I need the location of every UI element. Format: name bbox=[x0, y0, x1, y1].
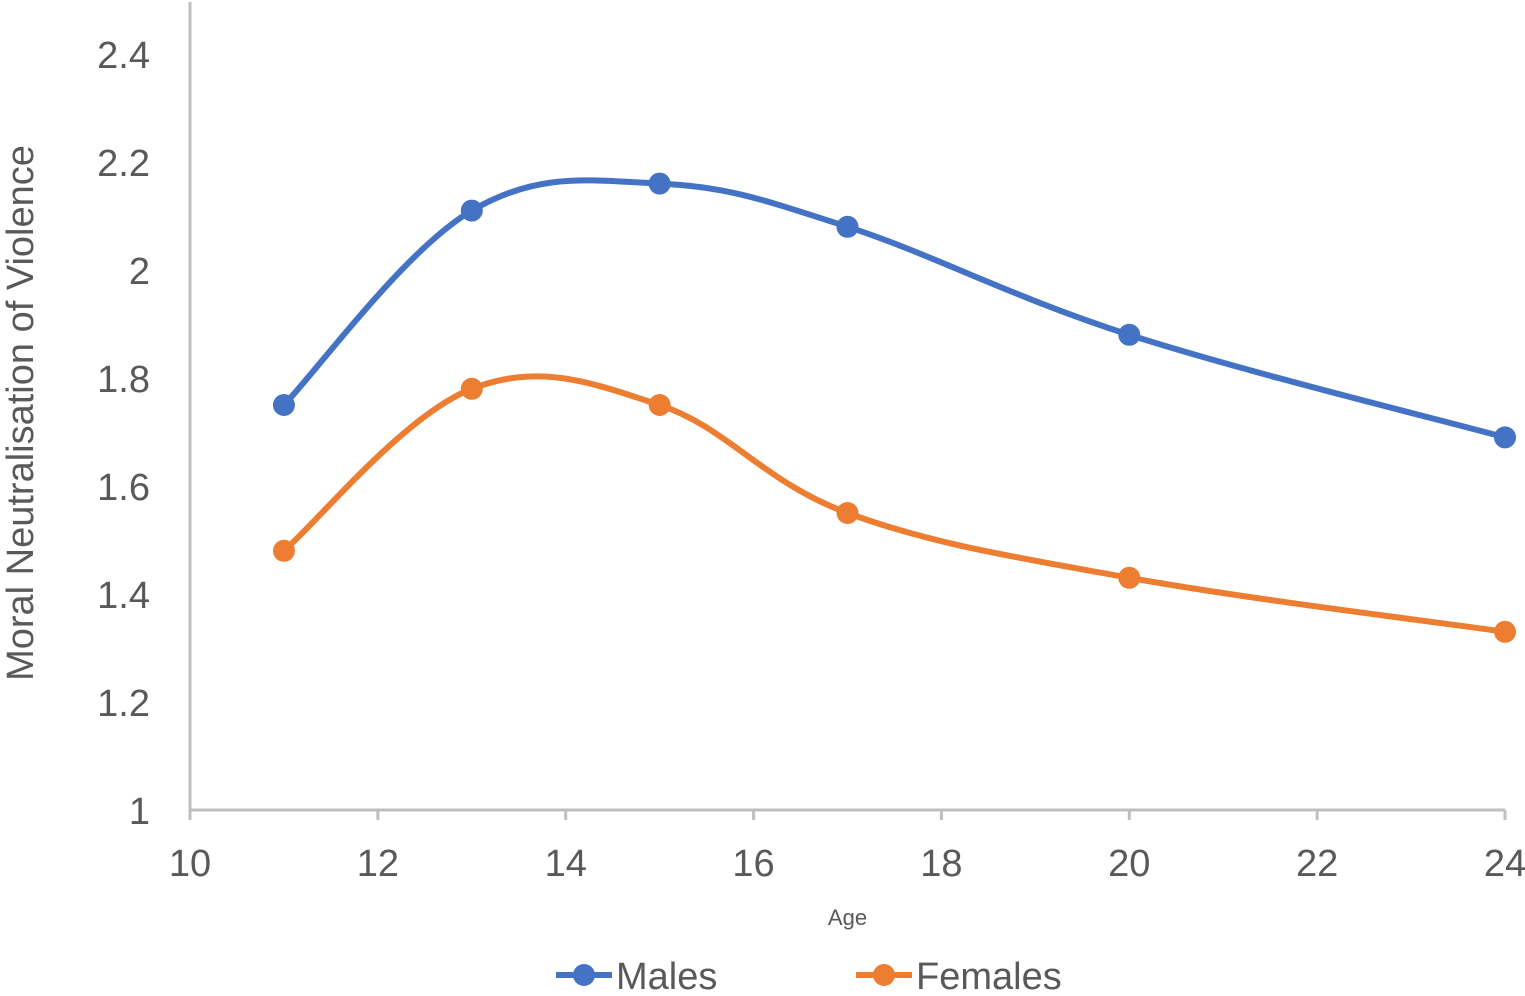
series-males bbox=[272, 172, 1516, 449]
y-axis-title: Moral Neutralisation of Violence bbox=[0, 145, 42, 681]
y-axis-ticks: 1 1.2 1.4 1.6 1.8 2 2.2 2.4 bbox=[97, 35, 150, 833]
y-tick-label: 1.8 bbox=[97, 359, 150, 401]
series-line-females bbox=[280, 373, 1508, 635]
x-tick-label: 22 bbox=[1296, 843, 1338, 885]
y-tick-label: 1 bbox=[129, 791, 150, 833]
data-point bbox=[1494, 426, 1516, 449]
data-point bbox=[648, 172, 671, 195]
x-tick-label: 12 bbox=[357, 843, 399, 885]
y-tick-label: 2 bbox=[129, 251, 150, 293]
x-tick-label: 18 bbox=[920, 843, 962, 885]
data-point bbox=[460, 199, 483, 222]
data-point bbox=[1494, 620, 1516, 643]
x-tick-label: 14 bbox=[545, 843, 587, 885]
data-point bbox=[836, 502, 859, 524]
data-point bbox=[648, 394, 671, 416]
series-line-males bbox=[280, 177, 1508, 441]
data-point bbox=[272, 394, 295, 416]
y-tick-label: 1.2 bbox=[97, 683, 150, 725]
x-axis-title: Age bbox=[828, 905, 867, 930]
x-axis-ticks: 10 12 14 16 18 20 22 24 bbox=[169, 810, 1525, 885]
data-point bbox=[272, 539, 295, 562]
x-tick-label: 10 bbox=[169, 843, 211, 885]
y-tick-label: 1.4 bbox=[97, 575, 150, 617]
data-point bbox=[460, 377, 483, 400]
axes bbox=[188, 2, 1505, 812]
y-tick-label: 2.4 bbox=[97, 35, 150, 77]
data-point bbox=[836, 215, 859, 238]
legend-item-females: Females bbox=[856, 956, 1062, 996]
series-layer bbox=[272, 172, 1516, 643]
legend-dot-marker bbox=[573, 964, 595, 986]
legend-label: Males bbox=[616, 956, 717, 996]
y-tick-label: 1.6 bbox=[97, 467, 150, 509]
x-tick-label: 16 bbox=[732, 843, 774, 885]
y-tick-label: 2.2 bbox=[97, 143, 150, 185]
data-point bbox=[1118, 566, 1141, 589]
legend-dot-marker bbox=[873, 964, 895, 986]
legend-item-males: Males bbox=[556, 956, 717, 996]
series-females bbox=[272, 373, 1516, 643]
x-tick-label: 20 bbox=[1108, 843, 1150, 885]
x-tick-label: 24 bbox=[1484, 843, 1525, 885]
legend: Males Females bbox=[556, 956, 1062, 996]
legend-label: Females bbox=[916, 956, 1062, 996]
data-point bbox=[1118, 323, 1141, 346]
